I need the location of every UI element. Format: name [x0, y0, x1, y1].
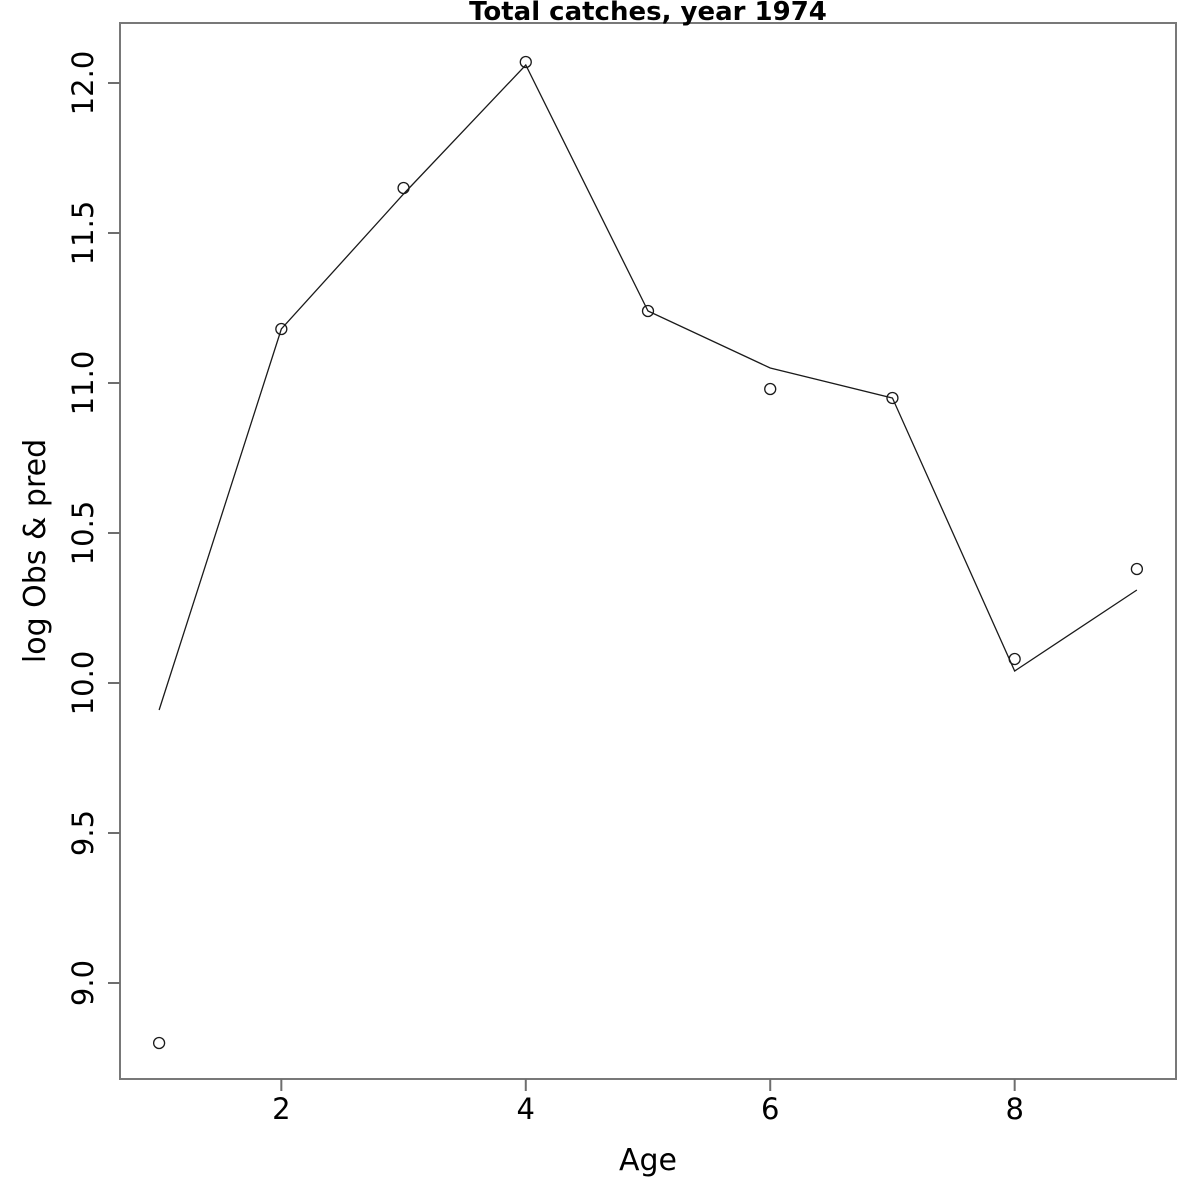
y-axis-label: log Obs & pred [18, 439, 53, 663]
x-tick-label: 4 [517, 1092, 535, 1126]
y-tick-label: 9.0 [66, 960, 100, 1006]
y-tick-label: 12.0 [66, 51, 100, 116]
y-tick-label: 11.0 [66, 351, 100, 416]
observed-point [886, 391, 899, 405]
observed-point [764, 382, 777, 396]
observed-point [275, 322, 288, 336]
x-tick-label: 8 [1005, 1092, 1023, 1126]
x-tick-label: 2 [272, 1092, 290, 1126]
chart-title: Total catches, year 1974 [469, 0, 827, 27]
y-tick-label: 10.5 [66, 501, 100, 566]
x-axis-label: Age [619, 1143, 677, 1178]
y-tick-label: 9.5 [66, 810, 100, 856]
y-tick-label: 10.0 [66, 651, 100, 716]
observed-point [641, 304, 655, 318]
plot-box [119, 22, 1177, 1080]
predicted-line [158, 63, 1138, 711]
observed-point [1008, 652, 1021, 666]
observed-point [1130, 562, 1144, 576]
observed-point [152, 1036, 166, 1050]
observed-point [397, 181, 410, 195]
x-tick-label: 6 [761, 1092, 779, 1126]
plot-area: 2 4 6 8 9.0 9.5 10.0 10.5 11.0 11.5 12.0 [66, 22, 1177, 1126]
y-tick-label: 11.5 [66, 201, 100, 266]
observed-point [519, 55, 532, 69]
